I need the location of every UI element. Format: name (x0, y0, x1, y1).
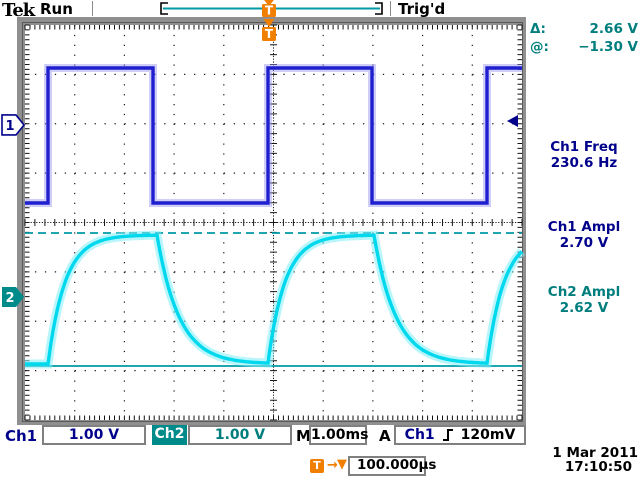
ch1-ground-marker: 1 (1, 114, 26, 136)
cursor-at-value: −1.30 V (578, 39, 638, 55)
acq-right-bracket-icon (375, 2, 383, 15)
ch1-waveform (24, 66, 522, 205)
graticule-edge-ticks (24, 24, 523, 421)
measurement-value: 2.62 V (559, 300, 609, 316)
measurement-value: 230.6 Hz (550, 155, 618, 171)
ch2-marker-glyph: 2 (5, 291, 14, 306)
measurement-ch1-freq: Ch1 Freq 230.6 Hz (528, 139, 640, 171)
trigger-readout: Ch1 120mV (394, 425, 526, 445)
measurement-label: Ch1 Ampl (547, 219, 621, 235)
header-divider (390, 1, 391, 16)
cursor-at-readout: @: −1.30 V (530, 39, 638, 55)
rising-edge-slope-icon (442, 429, 453, 441)
tek-logo: Tek (2, 0, 35, 21)
pointer-down-icon: ▼ (337, 457, 347, 472)
ch2-scale-readout: 1.00 V (188, 425, 292, 445)
trigger-level-arrow (507, 114, 518, 127)
trigger-position-icon-top: T (261, 0, 276, 18)
measurement-value: 2.70 V (559, 235, 609, 251)
ch1-marker-glyph: 1 (5, 119, 14, 134)
cursor-delta-label: Δ: (530, 21, 546, 37)
measurement-ch1-ampl: Ch1 Ampl 2.70 V (528, 219, 640, 251)
header-divider (92, 1, 93, 16)
timebase-label: M (296, 427, 311, 445)
date: 1 Mar 2011 (552, 445, 638, 461)
acquisition-state: Run (40, 0, 73, 18)
trigger-source: Ch1 (404, 427, 435, 443)
trigger-status: Trig'd (398, 0, 446, 18)
trigger-delay-readout: 100.000µs (348, 456, 436, 476)
ch2-waveform (25, 233, 524, 366)
trigger-t-glyph: T (265, 4, 274, 18)
trigger-t-glyph: T (265, 27, 274, 41)
trigger-position-marker: T (261, 19, 276, 41)
measurement-ch2-ampl: Ch2 Ampl 2.62 V (528, 284, 640, 316)
ch1-label: Ch1 (5, 427, 38, 445)
trigger-level: 120mV (460, 427, 516, 443)
arrow-right-icon: → (327, 458, 338, 473)
cursor-delta-value: 2.66 V (589, 21, 638, 37)
time: 17:10:50 (564, 459, 632, 475)
ch2-ground-marker: 2 (2, 287, 24, 308)
measurement-label: Ch1 Freq (550, 139, 618, 155)
measurement-label: Ch2 Ampl (547, 284, 621, 300)
ch1-scale-readout: 1.00 V (42, 425, 146, 445)
timebase-readout: 1.00ms (309, 425, 369, 445)
trigger-bus-label: A (379, 427, 391, 445)
cursor-delta-readout: Δ: 2.66 V (530, 21, 638, 37)
cursor-at-label: @: (530, 39, 549, 55)
ch2-label: Ch2 (152, 425, 187, 445)
trigger-delay-icon: T (310, 459, 324, 473)
acq-left-bracket-icon (160, 2, 168, 15)
